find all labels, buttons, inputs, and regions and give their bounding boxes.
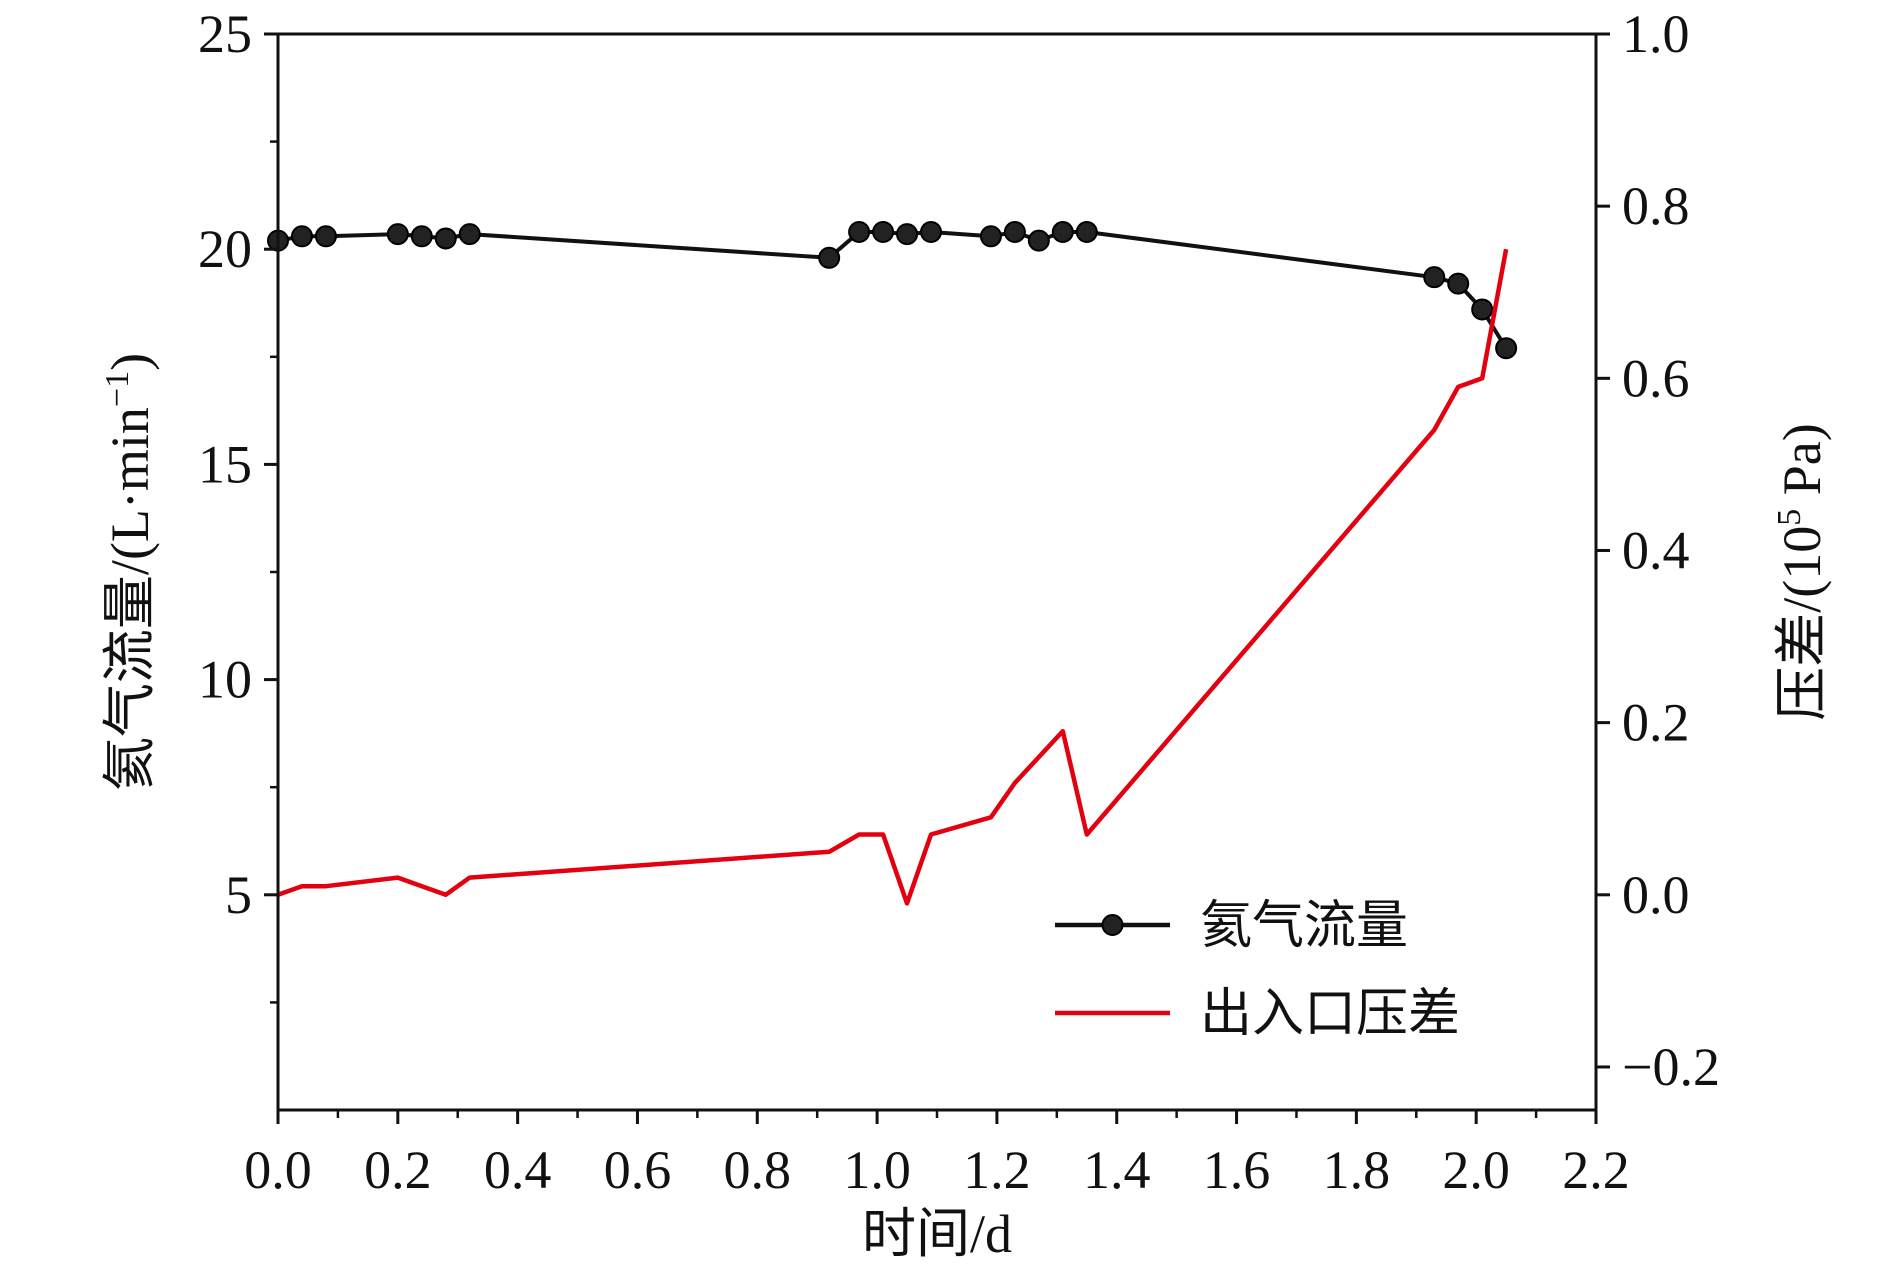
- x-tick-label: 0.4: [484, 1140, 552, 1200]
- data-point: [848, 220, 871, 243]
- series-line-1: [277, 248, 1509, 906]
- y-right-tick-label: 0.4: [1622, 520, 1690, 580]
- data-point: [896, 223, 919, 246]
- y-right-tick-label: 0.0: [1622, 865, 1690, 925]
- y-left-tick-label: 15: [198, 434, 252, 494]
- legend-label: 出入口压差: [1200, 986, 1460, 1043]
- data-point: [1027, 229, 1050, 252]
- data-point: [872, 220, 895, 243]
- y-left-tick-label: 25: [198, 4, 252, 64]
- x-tick-label: 1.6: [1203, 1140, 1271, 1200]
- y-right-tick-label: 0.6: [1622, 348, 1690, 408]
- x-tick-label: 1.4: [1083, 1140, 1151, 1200]
- legend-marker: [1101, 914, 1124, 936]
- x-tick-label: 1.8: [1323, 1140, 1391, 1200]
- data-point: [1075, 220, 1098, 243]
- data-point: [410, 225, 433, 248]
- data-point: [386, 223, 409, 246]
- x-tick-label: 0.8: [724, 1140, 792, 1200]
- x-tick-label: 1.0: [843, 1140, 911, 1200]
- x-axis-title: 时间/d: [862, 1204, 1012, 1264]
- data-point: [434, 227, 457, 250]
- data-point: [1495, 337, 1518, 360]
- x-tick-label: 2.0: [1442, 1140, 1510, 1200]
- y-right-tick-label: 1.0: [1622, 4, 1690, 64]
- y-left-tick-label: 5: [225, 865, 252, 925]
- y-left-tick-label: 10: [198, 650, 252, 710]
- data-point: [1447, 272, 1470, 295]
- data-point: [1003, 220, 1026, 243]
- data-point: [1471, 298, 1494, 321]
- data-point: [1423, 266, 1446, 289]
- y-right-axis-title: 压差/(105 Pa): [1771, 423, 1832, 720]
- x-tick-label: 0.0: [244, 1140, 312, 1200]
- y-right-tick-label: −0.2: [1622, 1037, 1720, 1097]
- y-left-axis-title: 氦气流量/(L·min−1): [99, 353, 160, 791]
- y-left-tick-label: 20: [198, 219, 252, 279]
- data-point: [979, 225, 1002, 248]
- legend-label: 氦气流量: [1200, 898, 1408, 955]
- y-right-tick-label: 0.2: [1622, 693, 1690, 753]
- data-point: [290, 225, 313, 248]
- data-point: [920, 220, 943, 243]
- x-tick-label: 1.2: [963, 1140, 1031, 1200]
- x-tick-label: 2.2: [1562, 1140, 1630, 1200]
- data-point: [314, 225, 337, 248]
- data-point: [458, 223, 481, 246]
- data-point: [818, 246, 841, 269]
- y-right-tick-label: 0.8: [1622, 176, 1690, 236]
- x-tick-label: 0.2: [364, 1140, 432, 1200]
- data-point: [1051, 220, 1074, 243]
- x-tick-label: 0.6: [604, 1140, 672, 1200]
- series-line-0: [277, 230, 1508, 350]
